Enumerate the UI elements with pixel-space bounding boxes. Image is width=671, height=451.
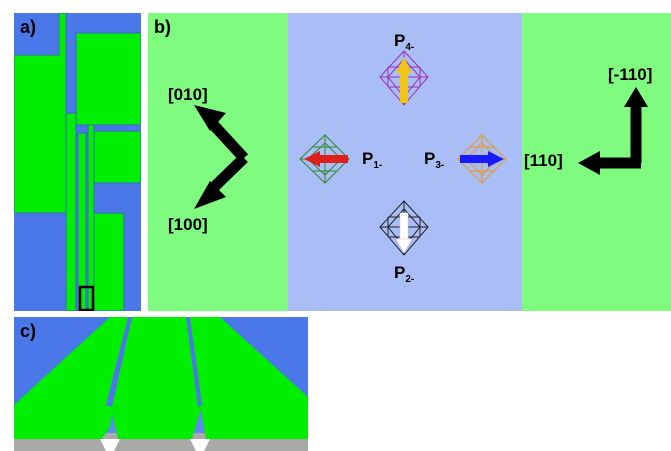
panel-a-label: a) [20,17,37,37]
arrow-p1 [304,151,348,167]
panel-b: b) [010] [100] [-110] [110] P4- P1- P3- … [148,13,671,311]
gap-right [186,317,202,407]
electrode-right [93,130,141,184]
electrode-right-section [190,317,308,439]
electrode-bottom-right [93,212,125,311]
left-axes-arrow [194,105,249,209]
direction-label-110: [110] [524,151,563,170]
polarization-label-p4: P4- [394,31,415,53]
electrode-left-section [14,317,128,439]
electrode-top-right [75,32,141,126]
panel-b-left-region [148,13,288,311]
arrow-p3 [460,151,504,167]
cube-p2 [379,200,429,256]
panel-a: a) [14,13,141,311]
gap-left [106,317,132,407]
direction-label-010: [010] [168,85,208,104]
right-axes-arrow [578,87,648,175]
substrate-notch-left [100,439,120,451]
stripe-middle [77,132,87,311]
substrate-notch-right [190,439,210,451]
zoom-region-box [78,285,95,311]
panel-c-label: c) [20,321,37,341]
arrow-p2 [395,212,413,254]
panel-b-diagram [194,50,648,256]
electrode-middle-section [110,317,202,439]
panel-c: c) [14,317,308,451]
polarization-label-p2: P2- [394,263,415,285]
polarization-label-p3: P3- [424,149,445,171]
electrode-left [14,13,67,214]
direction-label-minus110: [-110] [608,65,653,84]
polarization-label-p1: P1- [362,149,383,171]
panel-c-cross-section [14,317,308,451]
stripe-left [65,112,77,311]
stripe-right [87,124,95,311]
panel-a-device-layout [14,13,141,311]
direction-label-100: [100] [168,215,208,234]
panel-b-label: b) [154,17,171,37]
arrow-p4 [396,57,412,103]
